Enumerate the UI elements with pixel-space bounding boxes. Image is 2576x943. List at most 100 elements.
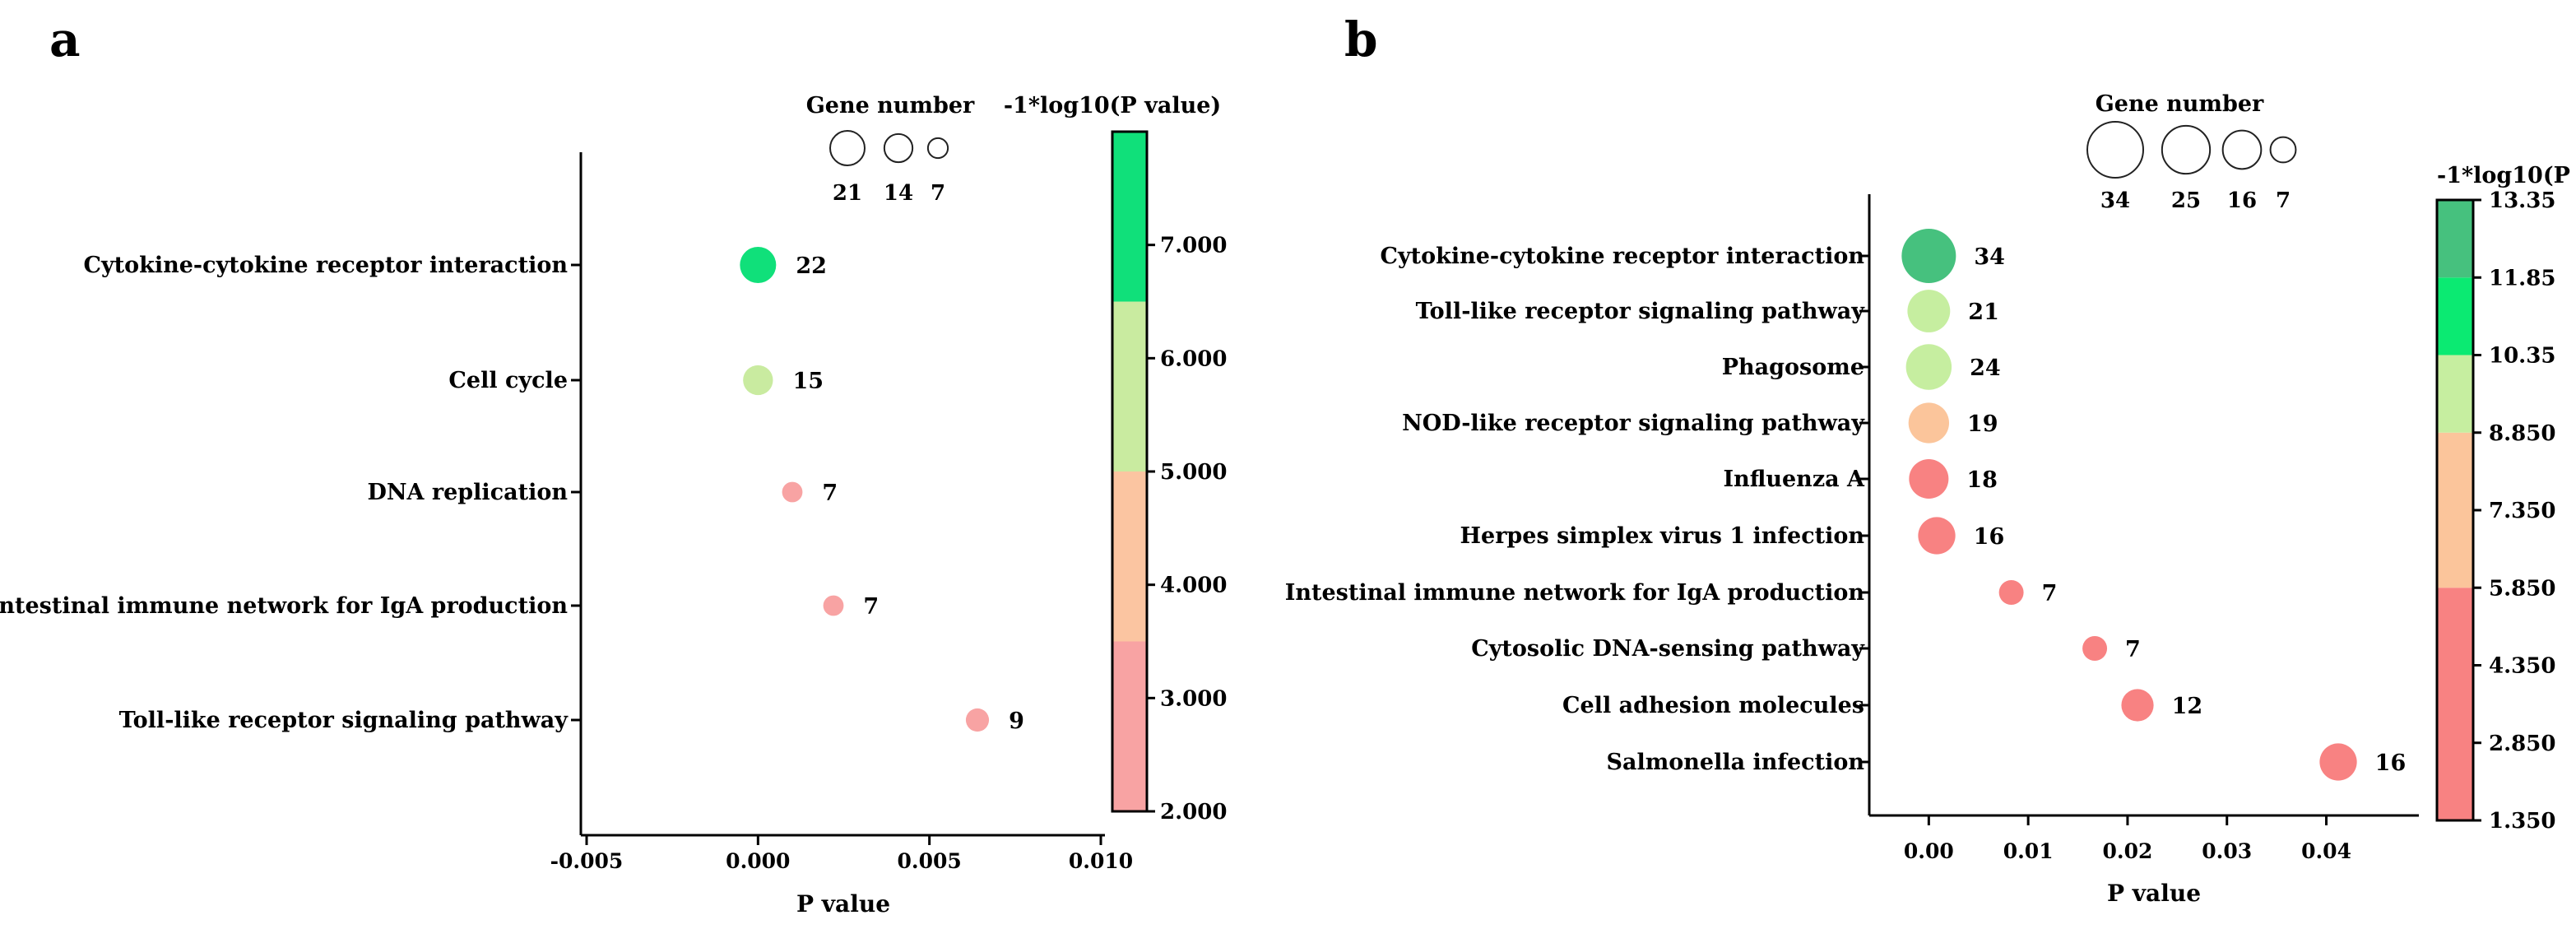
colorbar-band	[1112, 132, 1147, 302]
category-label: Toll-like receptor signaling pathway	[1416, 299, 1866, 324]
colorbar-band	[2437, 588, 2473, 820]
size-legend-title: Gene number	[2096, 91, 2264, 117]
data-label: 19	[1967, 411, 1998, 437]
panel-a: a Cytokine-cytokine receptor interaction C…	[0, 12, 1227, 917]
colorbar-tick-label: 1.350	[2489, 809, 2555, 834]
category-label: Salmonella infection	[1606, 750, 1864, 775]
size-legend-circle	[883, 132, 914, 164]
data-label: 21	[1968, 300, 1999, 325]
colorbar-tick-label: 5.850	[2489, 576, 2555, 601]
category-label: DNA replication	[367, 480, 568, 505]
bubble	[1901, 229, 1956, 283]
category-label: Toll-like receptor signaling pathway	[119, 708, 569, 733]
size-legend-circle	[2086, 121, 2144, 179]
data-label: 34	[1974, 244, 2005, 270]
colorbar-tick-label: 2.000	[1160, 800, 1227, 825]
category-label: Cytokine-cytokine receptor interaction	[84, 253, 569, 278]
colorbar-tick-label: 7.350	[2489, 499, 2555, 523]
size-legend-label: 14	[884, 181, 913, 206]
bubble	[2121, 689, 2154, 722]
category-label: Herpes simplex virus 1 infection	[1460, 523, 1865, 549]
colorbar-tick-label: 6.000	[1160, 346, 1227, 371]
data-label: 24	[1970, 355, 2001, 381]
colorbar-band	[1112, 641, 1147, 811]
bubble	[1905, 344, 1952, 390]
category-label: NOD-like receptor signaling pathway	[1402, 411, 1865, 436]
bubble	[823, 595, 844, 616]
data-label: 18	[1966, 467, 1998, 493]
category-label: Cytosolic DNA-sensing pathway	[1471, 636, 1865, 662]
panel-b: b Cytokine-cytokine receptor interaction T…	[1285, 12, 2576, 907]
colorbar-band	[2437, 432, 2473, 588]
x-tick-label: 0.00	[1904, 839, 1954, 863]
colorbar-tick-label: 13.35	[2489, 188, 2555, 213]
size-legend-circle	[2161, 124, 2212, 175]
size-legend-label: 25	[2171, 188, 2201, 213]
colorbar-tick-label: 10.35	[2489, 344, 2555, 369]
bubble	[1908, 402, 1950, 444]
data-label: 12	[2172, 694, 2203, 719]
bubble	[782, 481, 803, 503]
data-label: 15	[792, 369, 824, 394]
size-legend-circle	[926, 137, 949, 160]
category-label: Cell adhesion molecules	[1562, 693, 1864, 718]
x-tick-label: 0.000	[726, 849, 790, 873]
bubble	[2082, 636, 2108, 661]
colorbar-tick-label: 11.85	[2489, 266, 2555, 290]
colorbar-band	[2437, 355, 2473, 433]
colorbar-tick-label: 7.000	[1160, 234, 1227, 258]
x-axis-title: P value	[796, 890, 890, 917]
colorbar-tick-label: 3.000	[1160, 686, 1227, 711]
colorbar-band	[1112, 301, 1147, 472]
bubble	[1998, 580, 2024, 605]
bubble	[743, 365, 773, 396]
data-label: 7	[2042, 581, 2058, 606]
colorbar-band	[2437, 277, 2473, 355]
bubble	[1918, 517, 1956, 555]
data-label: 22	[796, 253, 827, 279]
x-tick-label: 0.03	[2202, 839, 2252, 863]
size-legend-label: 21	[833, 181, 862, 206]
category-label: Cytokine-cytokine receptor interaction	[1381, 244, 1865, 269]
size-legend-label: 7	[2276, 188, 2291, 213]
x-tick-label: 0.005	[898, 849, 962, 873]
colorbar-tick-label: 8.850	[2489, 421, 2555, 446]
bubble	[1907, 290, 1951, 332]
bubble	[740, 247, 777, 283]
panel-letter: a	[49, 12, 81, 67]
category-label: Intestinal immune network for IgA produc…	[0, 593, 568, 619]
size-legend-label: 7	[931, 181, 945, 206]
size-legend-circle	[2221, 129, 2263, 170]
x-tick-label: -0.005	[550, 849, 624, 873]
data-label: 16	[1974, 524, 2005, 550]
data-label: 7	[863, 594, 879, 620]
colorbar-band	[1112, 472, 1147, 642]
colorbar-title: -1*log10(P value)	[1004, 93, 1221, 118]
colorbar-title: -1*log10(P value)	[2437, 163, 2576, 188]
size-legend-circle	[829, 130, 866, 166]
data-label: 7	[2125, 637, 2141, 662]
bubble	[965, 708, 990, 732]
x-axis-title: P value	[2107, 880, 2201, 907]
category-label: Influenza A	[1723, 467, 1865, 492]
size-legend-circle	[2269, 136, 2297, 164]
colorbar-tick-label: 2.850	[2489, 732, 2555, 756]
size-legend-label: 16	[2227, 188, 2257, 213]
colorbar-band	[2437, 200, 2473, 278]
data-label: 7	[822, 481, 838, 506]
colorbar-tick-label: 4.350	[2489, 654, 2555, 679]
bubble	[2319, 743, 2357, 781]
colorbar-tick-label: 5.000	[1160, 460, 1227, 485]
x-tick-label: 0.01	[2003, 839, 2054, 863]
x-tick-label: 0.02	[2102, 839, 2152, 863]
panel-letter: b	[1344, 12, 1378, 67]
category-label: Cell cycle	[448, 368, 568, 393]
x-tick-label: 0.04	[2301, 839, 2351, 863]
data-label: 16	[2375, 750, 2407, 776]
category-label: Phagosome	[1722, 355, 1864, 380]
size-legend-label: 34	[2100, 188, 2130, 213]
x-tick-label: 0.010	[1069, 849, 1133, 873]
bubble	[1909, 458, 1949, 499]
